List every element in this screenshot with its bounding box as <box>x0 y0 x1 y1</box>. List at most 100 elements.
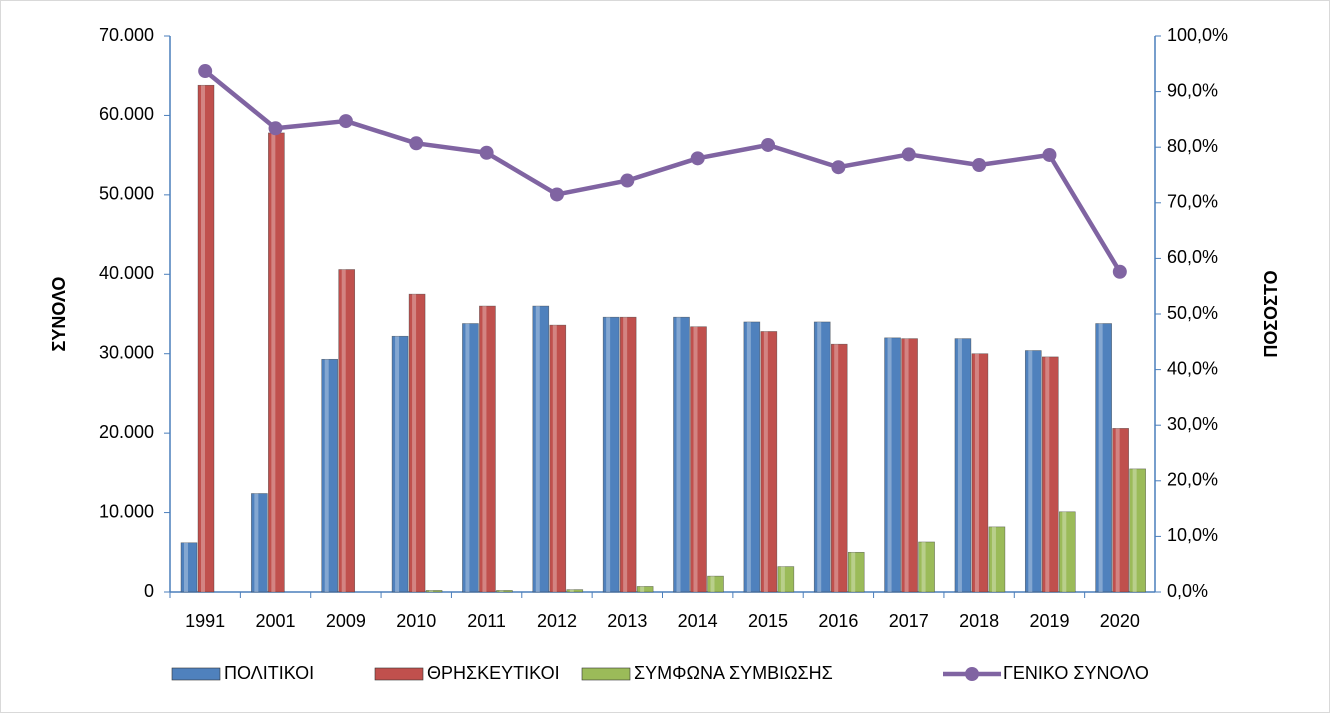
bar-highlight <box>271 132 276 592</box>
bar <box>636 586 654 593</box>
bar-highlight <box>482 306 487 592</box>
bar <box>197 84 215 593</box>
bar <box>760 331 778 593</box>
x-tick-label: 2001 <box>256 611 296 631</box>
x-tick-label: 2018 <box>959 611 999 631</box>
bar <box>1112 428 1129 593</box>
legend-label: ΘΡΗΣΚΕΥΤΙΚΟΙ <box>427 663 560 683</box>
line-marker <box>1112 264 1127 279</box>
bar-highlight <box>606 317 611 592</box>
bar <box>479 305 496 593</box>
bar-highlight <box>623 317 628 592</box>
legend-label: ΠΟΛΙΤΙΚΟΙ <box>224 663 314 683</box>
line-marker <box>1042 147 1057 162</box>
bar <box>918 541 935 593</box>
line-marker <box>690 151 705 166</box>
legend-swatch <box>171 667 221 681</box>
bar <box>462 323 479 593</box>
bar-highlight <box>201 85 205 592</box>
bar-highlight <box>991 526 996 592</box>
bar <box>830 343 848 593</box>
bar <box>321 358 339 593</box>
bar-highlight <box>640 586 645 592</box>
bar <box>425 590 443 593</box>
y2-tick-label: 20,0% <box>1167 470 1218 490</box>
y2-tick-label: 70,0% <box>1167 192 1218 212</box>
bar <box>673 316 690 593</box>
line-marker <box>761 137 776 152</box>
bar <box>954 338 972 593</box>
bar-highlight <box>1115 428 1120 592</box>
y2-tick-label: 60,0% <box>1167 247 1218 267</box>
bar-highlight <box>904 338 909 592</box>
x-tick-label: 2015 <box>748 611 788 631</box>
bar-highlight <box>763 331 768 592</box>
bar-highlight <box>569 589 574 592</box>
bar-highlight <box>1028 350 1033 592</box>
legend-label: ΓΕΝΙΚΟ ΣΥΝΟΛΟ <box>1003 663 1149 683</box>
bar <box>532 305 550 593</box>
x-tick-label: 2016 <box>818 611 858 631</box>
bar <box>1095 323 1112 593</box>
bar-highlight <box>957 338 962 592</box>
legend-swatch <box>581 667 631 681</box>
bar-highlight <box>693 326 698 592</box>
line <box>203 69 1122 273</box>
y2-tick-label: 100,0% <box>1167 25 1228 45</box>
y-tick-label: 50.000 <box>99 184 154 204</box>
y-tick-label: 60.000 <box>99 104 154 124</box>
bar-highlight <box>412 294 417 592</box>
line-marker <box>901 147 916 162</box>
bar-highlight <box>817 321 822 592</box>
bar-highlight <box>552 325 557 592</box>
x-tick-label: 2011 <box>467 611 506 631</box>
bar <box>777 566 795 593</box>
bar <box>1024 350 1042 593</box>
y2-tick-label: 0,0% <box>1167 581 1208 601</box>
bar <box>1058 511 1076 593</box>
y-tick-label: 0 <box>144 581 154 601</box>
bar <box>1041 356 1059 593</box>
line-marker <box>338 114 353 129</box>
bar <box>338 269 356 593</box>
bar <box>602 316 620 593</box>
bar-highlight <box>921 541 926 592</box>
bar <box>268 132 285 593</box>
y-tick-label: 10.000 <box>99 501 154 521</box>
bar-highlight <box>834 344 839 592</box>
bar <box>813 321 831 593</box>
bar <box>391 335 409 593</box>
y2-tick-label: 40,0% <box>1167 358 1218 378</box>
bar <box>847 551 865 593</box>
x-tick-label: 2009 <box>326 611 366 631</box>
y2-axis-title: ΠΟΣΟΣΤΟ <box>1261 270 1281 357</box>
x-tick-label: 1991 <box>185 611 225 631</box>
y2-tick-label: 80,0% <box>1167 136 1218 156</box>
bar-highlight <box>974 353 979 592</box>
bar <box>743 321 761 593</box>
bar-highlight <box>465 323 470 592</box>
bar-highlight <box>746 321 751 592</box>
line-marker <box>620 173 635 188</box>
bar <box>988 526 1006 593</box>
line-marker <box>198 64 213 79</box>
bar <box>707 575 724 593</box>
bar-highlight <box>1132 468 1137 592</box>
bar <box>408 293 426 593</box>
x-tick-label: 2012 <box>537 611 577 631</box>
y-axis-title: ΣΥΝΟΛΟ <box>49 277 69 352</box>
legend-swatch <box>374 667 424 681</box>
legend-marker <box>965 667 979 681</box>
legend-label: ΣΥΜΦΩΝΑ ΣΥΜΒΙΩΣΗΣ <box>634 663 833 683</box>
x-tick-label: 2014 <box>678 611 718 631</box>
bar-highlight <box>324 359 329 592</box>
y2-tick-label: 10,0% <box>1167 525 1218 545</box>
bar <box>690 326 707 593</box>
bar <box>971 353 989 593</box>
line-marker <box>831 160 846 175</box>
bar-highlight <box>341 269 346 592</box>
bar-highlight <box>395 336 400 592</box>
bar <box>901 338 918 593</box>
y2-tick-label: 30,0% <box>1167 414 1218 434</box>
